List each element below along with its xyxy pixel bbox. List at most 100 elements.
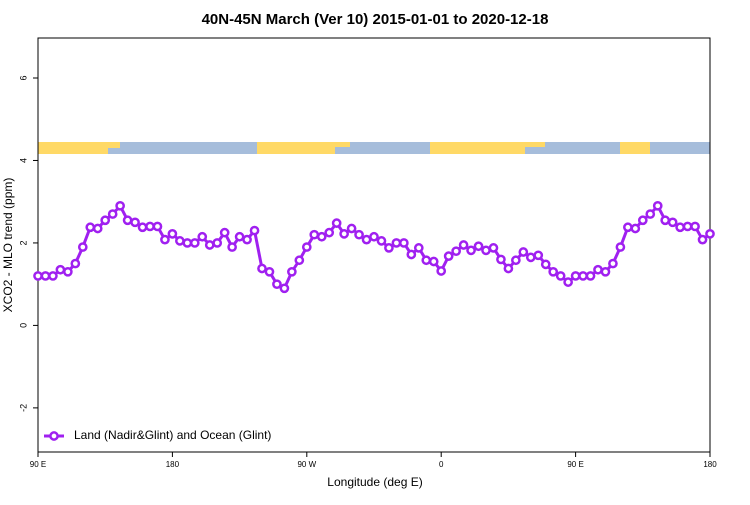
- data-point: [458, 240, 469, 250]
- data-point: [585, 271, 596, 281]
- data-point: [443, 251, 454, 261]
- legend-marker: [49, 431, 59, 441]
- y-tick-label: -2: [18, 404, 28, 412]
- data-point: [600, 266, 611, 277]
- data-point: [33, 271, 43, 281]
- data-point: [533, 250, 544, 261]
- data-point: [503, 263, 514, 274]
- data-point: [413, 243, 424, 253]
- x-tick-label: 90 W: [297, 460, 316, 469]
- data-point: [660, 215, 671, 226]
- data-point: [697, 234, 708, 245]
- data-point: [242, 234, 252, 245]
- data-point: [219, 227, 230, 238]
- data-point: [570, 271, 581, 281]
- y-tick-label: 0: [18, 323, 28, 328]
- data-point: [115, 200, 125, 211]
- data-point: [85, 222, 96, 233]
- legend-label: Land (Nadir&Glint) and Ocean (Glint): [74, 428, 271, 442]
- y-tick-label: 2: [18, 240, 28, 245]
- x-axis-label: Longitude (deg E): [327, 475, 422, 489]
- data-point: [189, 238, 200, 248]
- data-point: [152, 221, 163, 232]
- data-point: [316, 231, 327, 242]
- data-point: [436, 266, 447, 276]
- data-point: [667, 217, 678, 228]
- data-point: [652, 200, 663, 211]
- data-point: [406, 249, 417, 260]
- data-point: [137, 222, 148, 233]
- data-point: [525, 252, 536, 263]
- data-point: [511, 255, 521, 266]
- data-point: [675, 222, 685, 233]
- y-tick-label: 6: [18, 75, 28, 80]
- data-point: [182, 238, 193, 248]
- data-point: [63, 266, 73, 277]
- data-point: [578, 271, 588, 281]
- data-point: [197, 231, 208, 242]
- data-point: [167, 229, 178, 239]
- data-point: [645, 209, 656, 219]
- data-point: [496, 254, 506, 265]
- data-point: [376, 236, 387, 246]
- data-point: [100, 215, 111, 226]
- data-point: [682, 221, 693, 232]
- data-line: [38, 203, 711, 291]
- x-tick-label: 90 E: [567, 460, 583, 469]
- data-point: [548, 266, 559, 277]
- data-point: [339, 229, 349, 239]
- data-point: [122, 215, 133, 226]
- data-point: [257, 263, 267, 274]
- data-point: [264, 266, 275, 277]
- data-point: [272, 279, 282, 290]
- x-tick-label: 180: [703, 460, 717, 469]
- data-point: [301, 242, 312, 252]
- data-point: [331, 218, 342, 228]
- data-point: [615, 242, 626, 252]
- plot-frame: [37, 37, 711, 453]
- data-point: [563, 277, 573, 287]
- data-point: [518, 247, 529, 257]
- data-point: [130, 217, 140, 228]
- data-point: [466, 245, 476, 256]
- data-point: [608, 258, 618, 269]
- data-point: [77, 242, 88, 252]
- data-point: [92, 223, 103, 234]
- data-point: [361, 234, 372, 245]
- data-point: [481, 245, 491, 256]
- data-point: [175, 236, 185, 246]
- land-ocean-strip: [38, 142, 710, 154]
- data-point: [637, 215, 648, 226]
- y-axis-label: XCO2 - MLO trend (ppm): [1, 178, 15, 313]
- data-point: [540, 259, 551, 270]
- data-point: [384, 243, 394, 253]
- data-point: [145, 221, 155, 232]
- data-point: [204, 240, 215, 250]
- y-tick-label: 4: [18, 158, 28, 163]
- x-tick-label: 0: [439, 460, 444, 469]
- data-point: [40, 271, 51, 281]
- data-point: [324, 227, 335, 238]
- data-point: [287, 266, 297, 277]
- data-point: [234, 231, 245, 242]
- x-tick-label: 180: [166, 460, 180, 469]
- data-point: [690, 221, 700, 232]
- data-point: [391, 238, 402, 248]
- data-point: [55, 264, 66, 275]
- data-point: [369, 231, 379, 242]
- data-point: [107, 209, 118, 219]
- data-point: [227, 242, 237, 252]
- data-point: [294, 255, 305, 266]
- data-point: [451, 246, 461, 257]
- data-point: [488, 243, 499, 253]
- data-point: [428, 256, 439, 267]
- data-point: [249, 225, 260, 236]
- data-point: [279, 283, 290, 294]
- data-point: [354, 229, 364, 240]
- chart-title: 40N-45N March (Ver 10) 2015-01-01 to 202…: [202, 11, 549, 28]
- data-point: [399, 238, 409, 248]
- data-point: [623, 222, 633, 233]
- data-point: [70, 258, 81, 269]
- data-point: [593, 264, 603, 275]
